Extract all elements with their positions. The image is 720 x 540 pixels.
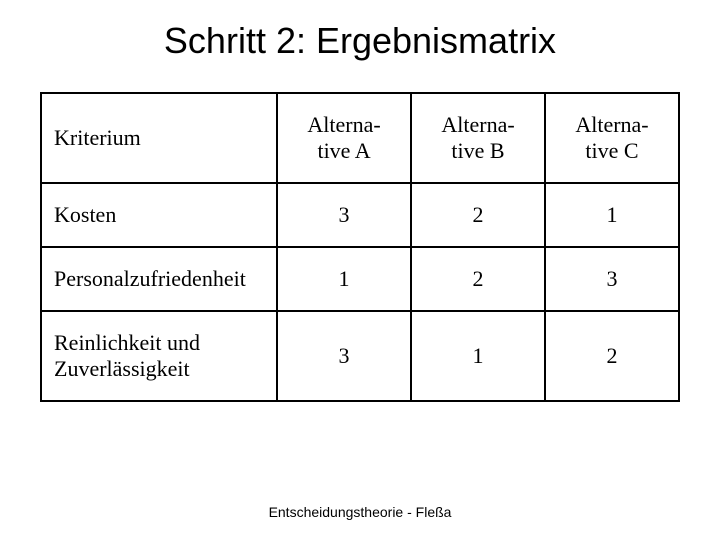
header-alt-c: Alterna- tive C bbox=[545, 93, 679, 183]
cell-criterion: Kosten bbox=[41, 183, 277, 247]
table-header-row: Kriterium Alterna- tive A Alterna- tive … bbox=[41, 93, 679, 183]
cell-criterion: Reinlichkeit und Zuverlässigkeit bbox=[41, 311, 277, 401]
cell-criterion: Personalzufriedenheit bbox=[41, 247, 277, 311]
results-table: Kriterium Alterna- tive A Alterna- tive … bbox=[40, 92, 680, 402]
cell-value: 3 bbox=[277, 311, 411, 401]
header-alt-a: Alterna- tive A bbox=[277, 93, 411, 183]
cell-value: 2 bbox=[411, 183, 545, 247]
table-row: Kosten 3 2 1 bbox=[41, 183, 679, 247]
cell-value: 1 bbox=[411, 311, 545, 401]
slide: Schritt 2: Ergebnismatrix Kriterium Alte… bbox=[0, 0, 720, 402]
header-criterion: Kriterium bbox=[41, 93, 277, 183]
slide-footer: Entscheidungstheorie - Fleßa bbox=[0, 504, 720, 520]
cell-value: 3 bbox=[277, 183, 411, 247]
slide-title: Schritt 2: Ergebnismatrix bbox=[40, 20, 680, 62]
cell-value: 2 bbox=[411, 247, 545, 311]
table-row: Reinlichkeit und Zuverlässigkeit 3 1 2 bbox=[41, 311, 679, 401]
cell-value: 1 bbox=[277, 247, 411, 311]
cell-value: 3 bbox=[545, 247, 679, 311]
cell-value: 2 bbox=[545, 311, 679, 401]
table-row: Personalzufriedenheit 1 2 3 bbox=[41, 247, 679, 311]
cell-value: 1 bbox=[545, 183, 679, 247]
header-alt-b: Alterna- tive B bbox=[411, 93, 545, 183]
